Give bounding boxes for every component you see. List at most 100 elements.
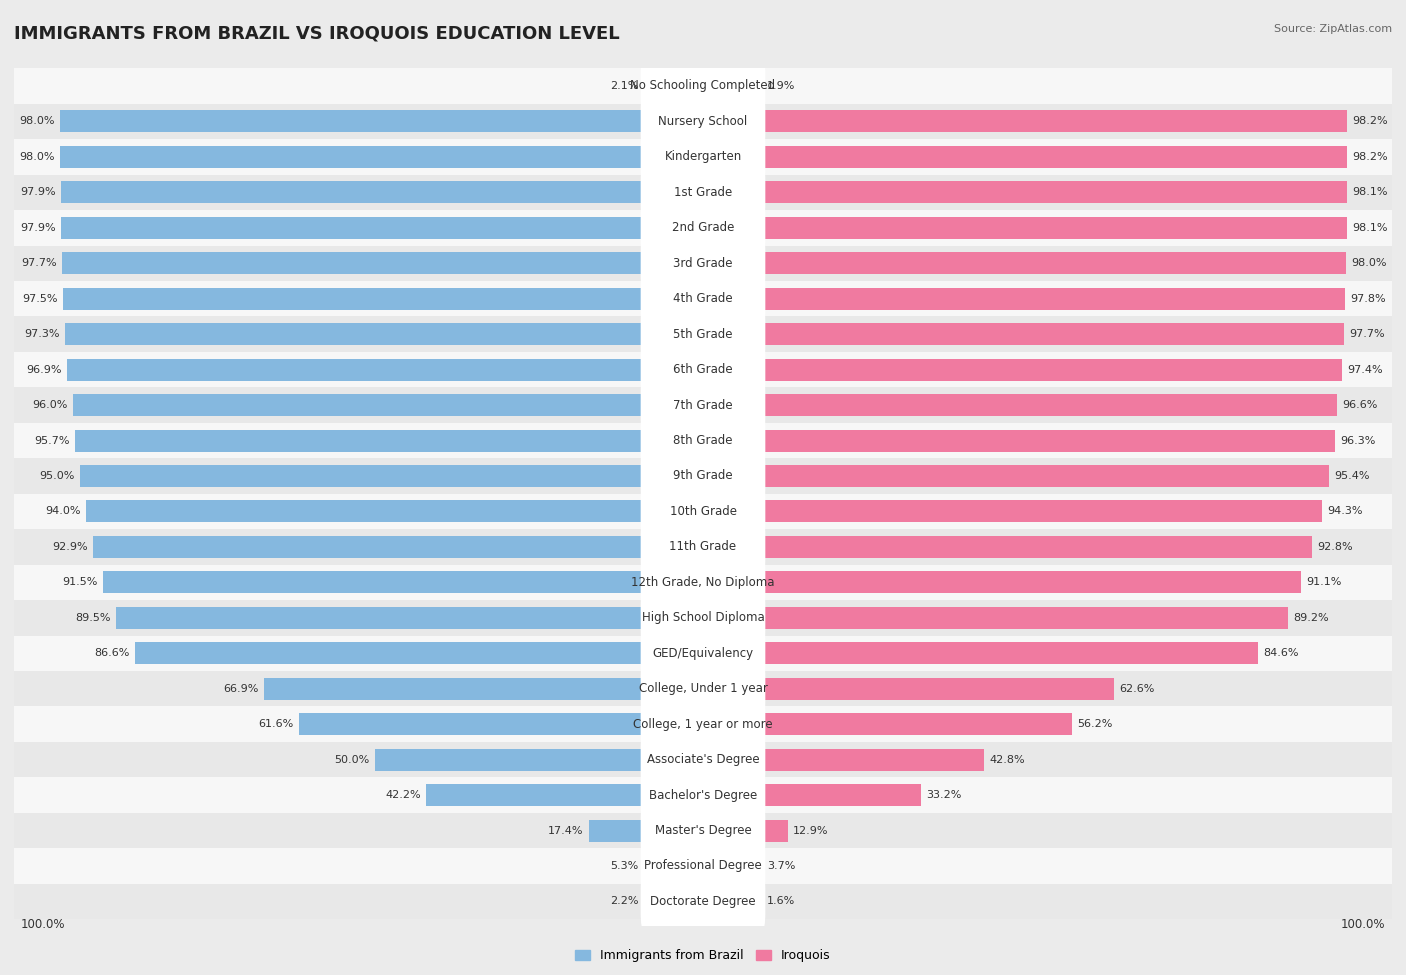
Text: 100.0%: 100.0% xyxy=(21,918,65,931)
Bar xyxy=(73,394,644,416)
Bar xyxy=(14,246,1392,281)
Legend: Immigrants from Brazil, Iroquois: Immigrants from Brazil, Iroquois xyxy=(569,944,837,967)
Text: Doctorate Degree: Doctorate Degree xyxy=(650,895,756,908)
Text: 96.3%: 96.3% xyxy=(1340,436,1375,446)
FancyBboxPatch shape xyxy=(641,411,765,469)
Text: 94.3%: 94.3% xyxy=(1327,506,1362,517)
Text: 84.6%: 84.6% xyxy=(1264,648,1299,658)
Bar xyxy=(14,565,1392,600)
Bar xyxy=(14,636,1392,671)
FancyBboxPatch shape xyxy=(641,376,765,434)
Bar xyxy=(762,430,1334,451)
Text: 66.9%: 66.9% xyxy=(224,683,259,693)
Bar xyxy=(264,678,644,700)
Bar xyxy=(762,571,1301,594)
Text: 98.1%: 98.1% xyxy=(1353,187,1388,197)
Bar xyxy=(762,749,984,770)
Text: 8th Grade: 8th Grade xyxy=(673,434,733,447)
FancyBboxPatch shape xyxy=(641,164,765,221)
Text: No Schooling Completed: No Schooling Completed xyxy=(630,80,776,93)
Text: 42.8%: 42.8% xyxy=(988,755,1025,764)
Bar xyxy=(103,571,644,594)
Text: Bachelor's Degree: Bachelor's Degree xyxy=(650,789,756,801)
Text: IMMIGRANTS FROM BRAZIL VS IROQUOIS EDUCATION LEVEL: IMMIGRANTS FROM BRAZIL VS IROQUOIS EDUCA… xyxy=(14,24,620,42)
Bar xyxy=(14,103,1392,139)
Text: 98.2%: 98.2% xyxy=(1353,152,1388,162)
FancyBboxPatch shape xyxy=(641,695,765,753)
Text: 9th Grade: 9th Grade xyxy=(673,470,733,483)
Bar xyxy=(762,678,1114,700)
Text: 12.9%: 12.9% xyxy=(793,826,828,836)
Bar xyxy=(14,317,1392,352)
Bar xyxy=(762,146,1347,168)
Text: 2nd Grade: 2nd Grade xyxy=(672,221,734,234)
Text: 98.2%: 98.2% xyxy=(1353,116,1388,127)
Text: 96.9%: 96.9% xyxy=(27,365,62,374)
Text: 2.1%: 2.1% xyxy=(610,81,638,91)
Bar xyxy=(14,848,1392,883)
Text: High School Diploma: High School Diploma xyxy=(641,611,765,624)
Bar xyxy=(762,216,1347,239)
Text: 97.3%: 97.3% xyxy=(24,330,59,339)
Bar xyxy=(14,707,1392,742)
FancyBboxPatch shape xyxy=(641,625,765,682)
Text: 89.2%: 89.2% xyxy=(1294,613,1329,623)
Bar xyxy=(14,529,1392,565)
Text: 17.4%: 17.4% xyxy=(548,826,583,836)
FancyBboxPatch shape xyxy=(641,305,765,363)
Text: 2.2%: 2.2% xyxy=(610,896,638,907)
Bar xyxy=(75,430,644,451)
Bar xyxy=(14,813,1392,848)
Text: 62.6%: 62.6% xyxy=(1119,683,1154,693)
FancyBboxPatch shape xyxy=(641,93,765,150)
Bar xyxy=(762,500,1322,523)
Text: 98.0%: 98.0% xyxy=(20,116,55,127)
Bar xyxy=(762,394,1337,416)
FancyBboxPatch shape xyxy=(641,554,765,611)
Bar xyxy=(65,323,644,345)
Text: 1.9%: 1.9% xyxy=(768,81,796,91)
Text: 97.9%: 97.9% xyxy=(20,223,55,233)
Text: 91.1%: 91.1% xyxy=(1306,577,1341,587)
Bar xyxy=(762,359,1343,380)
FancyBboxPatch shape xyxy=(641,518,765,575)
Bar xyxy=(14,139,1392,175)
Text: 95.0%: 95.0% xyxy=(39,471,75,481)
Bar xyxy=(762,465,1329,487)
Text: 11th Grade: 11th Grade xyxy=(669,540,737,554)
Bar xyxy=(762,253,1346,274)
Text: 97.4%: 97.4% xyxy=(1347,365,1384,374)
Text: 98.1%: 98.1% xyxy=(1353,223,1388,233)
Bar xyxy=(375,749,644,770)
Text: Source: ZipAtlas.com: Source: ZipAtlas.com xyxy=(1274,24,1392,34)
Bar xyxy=(762,323,1344,345)
Bar xyxy=(762,820,787,841)
Text: 6th Grade: 6th Grade xyxy=(673,363,733,376)
Bar xyxy=(14,175,1392,210)
Bar xyxy=(762,643,1258,664)
Bar xyxy=(93,536,644,558)
Bar xyxy=(14,68,1392,103)
Bar xyxy=(135,643,644,664)
Text: 1.6%: 1.6% xyxy=(768,896,796,907)
Text: 94.0%: 94.0% xyxy=(45,506,82,517)
Text: 4th Grade: 4th Grade xyxy=(673,292,733,305)
Text: 97.7%: 97.7% xyxy=(1350,330,1385,339)
Bar xyxy=(60,146,644,168)
Bar xyxy=(14,600,1392,636)
Text: 42.2%: 42.2% xyxy=(385,790,420,800)
Text: 5th Grade: 5th Grade xyxy=(673,328,733,340)
FancyBboxPatch shape xyxy=(641,199,765,256)
Text: College, 1 year or more: College, 1 year or more xyxy=(633,718,773,730)
Text: 89.5%: 89.5% xyxy=(75,613,111,623)
Text: 98.0%: 98.0% xyxy=(1351,258,1386,268)
FancyBboxPatch shape xyxy=(641,660,765,718)
FancyBboxPatch shape xyxy=(641,589,765,646)
Text: 100.0%: 100.0% xyxy=(1341,918,1385,931)
Bar xyxy=(14,281,1392,317)
Bar xyxy=(299,713,644,735)
Bar xyxy=(60,216,644,239)
Text: 97.5%: 97.5% xyxy=(22,293,58,303)
Bar xyxy=(14,742,1392,777)
Bar xyxy=(60,110,644,133)
